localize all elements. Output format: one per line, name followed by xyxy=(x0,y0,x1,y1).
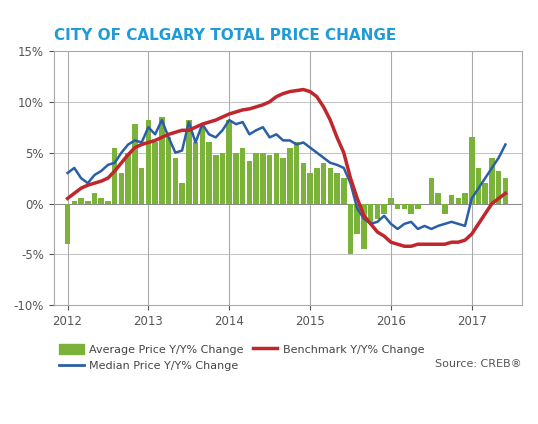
Bar xyxy=(65,204,70,244)
Bar xyxy=(408,204,414,214)
Bar xyxy=(179,183,185,204)
Bar xyxy=(395,204,400,209)
Bar xyxy=(85,201,90,204)
Bar xyxy=(206,142,212,204)
Bar xyxy=(502,178,508,204)
Bar xyxy=(483,183,488,204)
Text: Source: CREB®: Source: CREB® xyxy=(435,359,522,369)
Bar xyxy=(456,198,461,204)
Bar xyxy=(78,198,84,204)
Bar xyxy=(435,193,441,204)
Bar xyxy=(469,137,475,204)
Bar xyxy=(368,204,373,224)
Bar xyxy=(341,178,346,204)
Bar xyxy=(334,173,340,204)
Bar xyxy=(213,155,218,204)
Bar xyxy=(429,178,434,204)
Bar xyxy=(91,193,97,204)
Bar xyxy=(274,153,279,204)
Bar xyxy=(489,158,495,204)
Bar xyxy=(287,148,293,204)
Bar xyxy=(112,148,117,204)
Bar xyxy=(240,148,245,204)
Bar xyxy=(186,120,192,204)
Bar xyxy=(193,142,199,204)
Bar xyxy=(321,163,326,204)
Bar xyxy=(159,117,165,204)
Legend: Average Price Y/Y% Change, Median Price Y/Y% Change, Benchmark Y/Y% Change: Average Price Y/Y% Change, Median Price … xyxy=(59,344,424,371)
Bar xyxy=(388,198,394,204)
Bar xyxy=(415,204,421,209)
Bar xyxy=(328,168,333,204)
Bar xyxy=(374,204,380,219)
Bar xyxy=(226,120,232,204)
Bar xyxy=(253,153,259,204)
Bar xyxy=(72,201,77,204)
Text: CITY OF CALGARY TOTAL PRICE CHANGE: CITY OF CALGARY TOTAL PRICE CHANGE xyxy=(54,28,396,43)
Bar xyxy=(476,168,481,204)
Bar xyxy=(301,163,306,204)
Bar xyxy=(220,153,225,204)
Bar xyxy=(496,171,501,204)
Bar xyxy=(361,204,367,249)
Bar xyxy=(314,168,320,204)
Bar xyxy=(105,201,111,204)
Bar xyxy=(449,195,454,204)
Bar xyxy=(152,142,158,204)
Bar xyxy=(173,158,178,204)
Bar xyxy=(294,142,299,204)
Bar xyxy=(98,198,104,204)
Bar xyxy=(348,204,353,254)
Bar xyxy=(401,204,407,209)
Bar xyxy=(139,168,144,204)
Bar xyxy=(280,158,286,204)
Bar xyxy=(132,124,138,204)
Bar xyxy=(200,127,205,204)
Bar xyxy=(381,204,387,214)
Bar xyxy=(233,153,239,204)
Bar xyxy=(462,193,468,204)
Bar xyxy=(267,155,272,204)
Bar xyxy=(355,204,360,234)
Bar xyxy=(307,173,313,204)
Bar xyxy=(125,153,131,204)
Bar xyxy=(146,120,151,204)
Bar xyxy=(442,204,448,214)
Bar xyxy=(246,161,252,204)
Bar xyxy=(119,173,124,204)
Bar xyxy=(166,137,172,204)
Bar xyxy=(260,153,266,204)
